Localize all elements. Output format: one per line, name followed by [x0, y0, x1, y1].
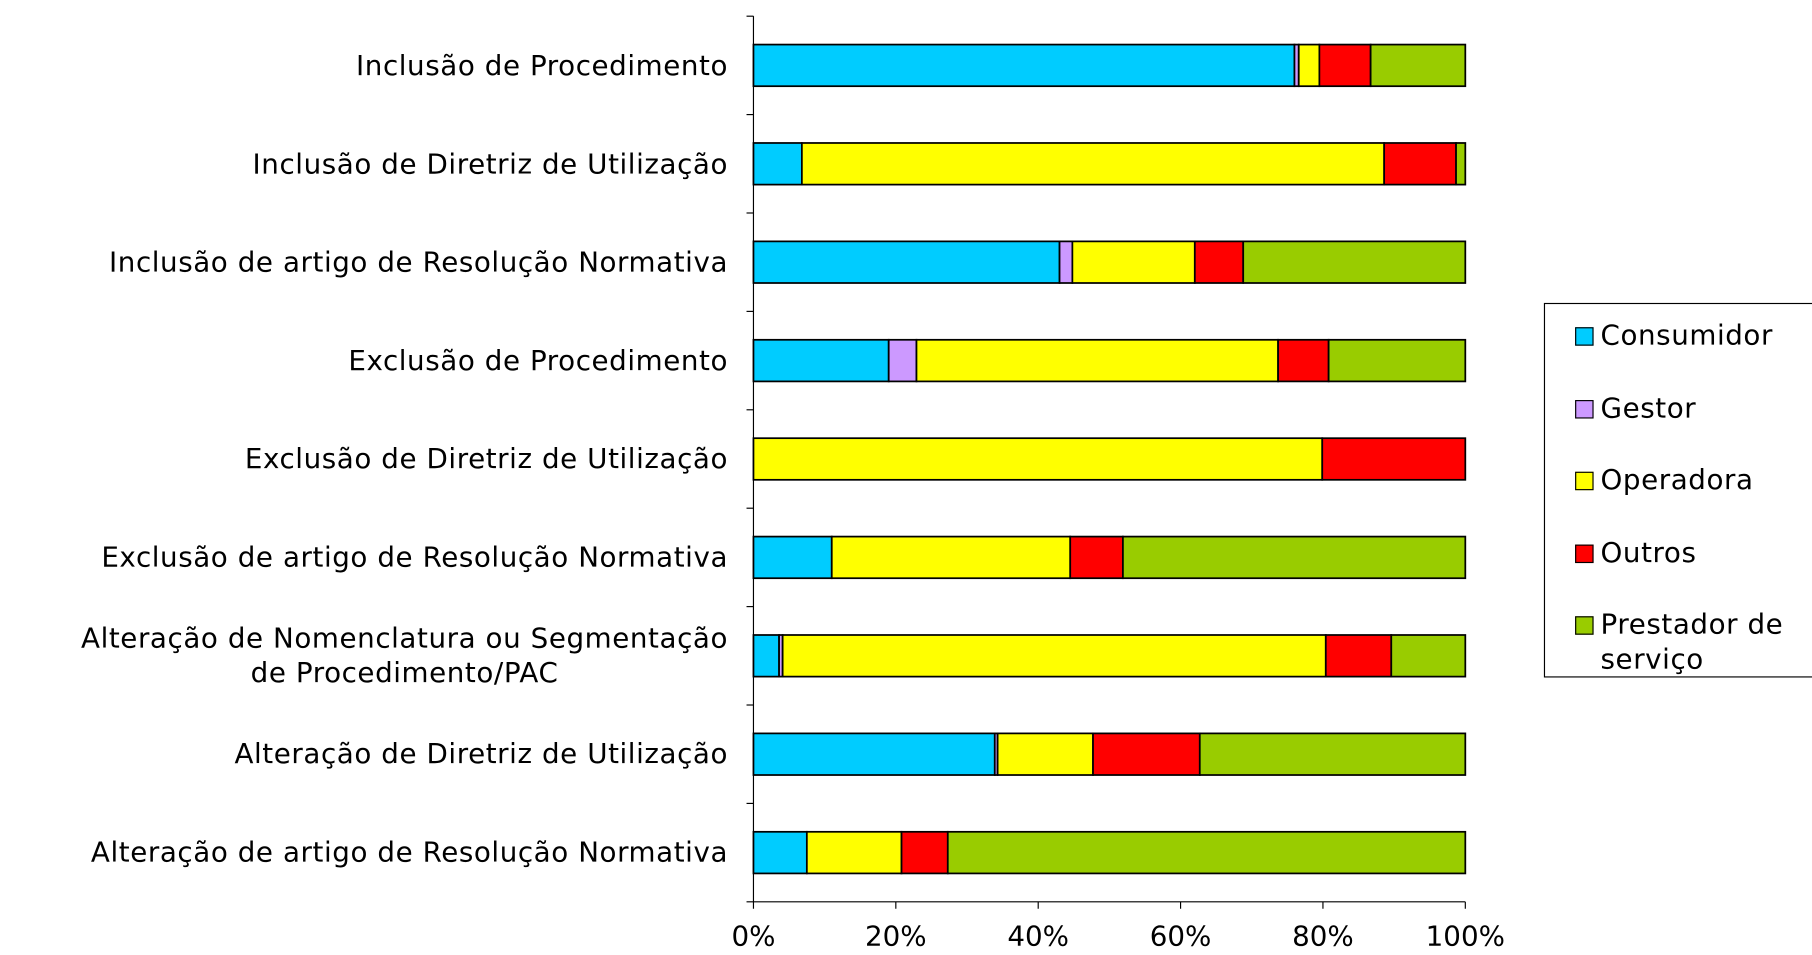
legend-swatch: [1575, 399, 1594, 418]
bar-segment: [1318, 43, 1372, 88]
bar-segment: [900, 830, 949, 875]
legend-swatch: [1575, 471, 1594, 491]
bar-segment: [752, 535, 833, 580]
x-tick-label: 20%: [864, 920, 927, 953]
legend-swatch: [1575, 543, 1594, 563]
bar-segment: [1198, 732, 1467, 776]
legend-item: Gestor: [1575, 390, 1806, 425]
bar-segment: [996, 732, 1094, 776]
bar-segment: [1071, 240, 1196, 284]
legend-label: Gestor: [1600, 391, 1697, 424]
bar-segment: [752, 142, 803, 186]
y-tick-label: Inclusão de Procedimento: [356, 49, 729, 82]
bar-segment: [1321, 437, 1467, 481]
bar-segment: [1122, 535, 1467, 580]
bar-segment: [800, 142, 1386, 186]
bar-segment: [915, 338, 1279, 383]
bar-segment: [752, 732, 996, 776]
bar-segment: [752, 830, 808, 875]
bar-segment: [752, 240, 1061, 284]
x-tick-label: 100%: [1425, 920, 1505, 953]
bar-segment: [1297, 43, 1321, 88]
legend: Consumidor Gestor Operadora Outros Prestador…: [1543, 302, 1812, 678]
x-tick-label: 80%: [1292, 920, 1354, 953]
y-tick-label: Inclusão de Diretriz de Utilização: [252, 147, 729, 180]
x-tick-label: 40%: [1007, 920, 1070, 953]
bar-segment: [1058, 240, 1074, 284]
y-tick-label: Exclusão de Diretriz de Utilização: [244, 442, 729, 476]
legend-label: Outros: [1600, 535, 1697, 569]
bar-segment: [1369, 43, 1467, 88]
legend-label: Prestador de serviço: [1600, 608, 1784, 676]
bar-segment: [752, 634, 780, 678]
y-tick-label: Exclusão de artigo de Resolução Normativ…: [101, 541, 729, 574]
bar-segment: [1383, 142, 1457, 186]
bar-segment: [752, 338, 890, 383]
bar-segment: [1193, 240, 1245, 284]
bar-segment: [1390, 634, 1467, 678]
bar-segment: [1277, 338, 1330, 383]
bar-segment: [752, 43, 1296, 88]
bar-segment: [1455, 142, 1467, 186]
legend-label: Consumidor: [1600, 319, 1773, 352]
legend-item: Operadora: [1575, 462, 1806, 497]
legend-label: Operadora: [1600, 463, 1754, 496]
legend-item: Prestador de serviço: [1575, 607, 1806, 676]
bar-segment: [1324, 634, 1393, 678]
legend-item: Consumidor: [1575, 318, 1806, 353]
y-tick-label: Inclusão de artigo de Resolução Normativ…: [109, 245, 729, 279]
y-tick-label: Alteração de artigo de Resolução Normati…: [90, 836, 729, 869]
bar-segment: [830, 535, 1072, 580]
bar-segment: [752, 437, 1324, 481]
bar-segment: [887, 338, 918, 383]
y-tick-label: Alteração de Diretriz de Utilização: [234, 738, 729, 771]
x-tick-label: 60%: [1149, 920, 1212, 953]
bar-segment: [1092, 732, 1201, 776]
bar-segment: [1069, 535, 1124, 580]
y-tick-label: Alteração de Nomenclatura ou Segmentação…: [81, 622, 729, 690]
legend-item: Outros: [1575, 535, 1806, 570]
bar-segment: [946, 830, 1467, 875]
y-tick-label: Exclusão de Procedimento: [348, 344, 729, 377]
bar-segment: [805, 830, 903, 875]
bar-segment: [1327, 338, 1467, 383]
bar-segment: [1242, 240, 1467, 284]
legend-swatch: [1575, 616, 1594, 635]
x-tick-label: 0%: [731, 920, 776, 953]
legend-swatch: [1575, 327, 1594, 346]
bar-segment: [781, 634, 1327, 678]
